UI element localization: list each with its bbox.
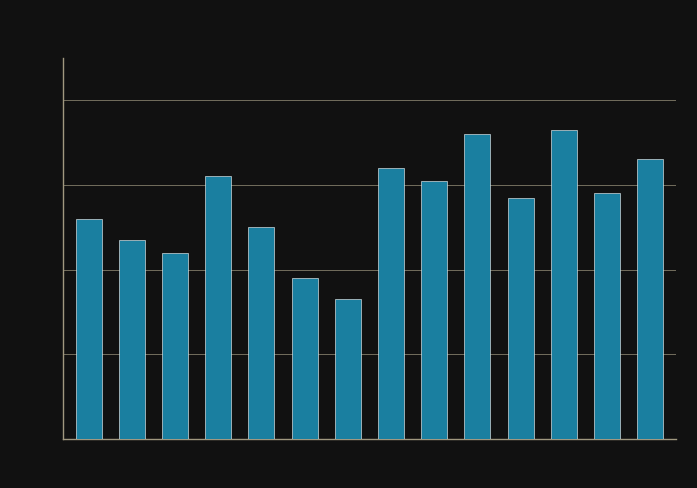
Bar (507, 198, 533, 439)
Bar (206, 177, 231, 439)
Bar (594, 194, 620, 439)
Bar (637, 160, 663, 439)
Bar (335, 300, 361, 439)
Bar (76, 219, 102, 439)
Bar (421, 181, 447, 439)
Bar (119, 241, 145, 439)
Bar (162, 253, 188, 439)
Bar (291, 279, 318, 439)
Bar (378, 168, 404, 439)
Bar (464, 135, 491, 439)
Bar (248, 228, 275, 439)
Bar (551, 130, 576, 439)
